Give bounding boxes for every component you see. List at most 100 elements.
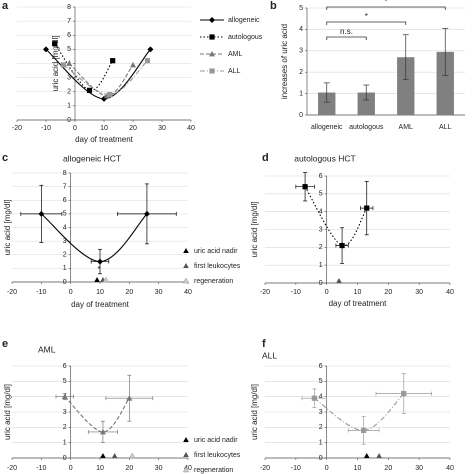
x-tick-label: allogeneic — [311, 124, 343, 131]
event-marker — [94, 277, 100, 282]
marker — [144, 58, 151, 64]
y-tick-label: 1 — [319, 262, 323, 269]
y-tick-label: 1 — [63, 265, 67, 272]
y-tick-label: 8 — [63, 170, 67, 177]
legend-marker — [182, 277, 190, 284]
event-marker — [336, 278, 342, 283]
x-tick-label: 10 — [96, 289, 104, 296]
x-tick-label: 10 — [96, 465, 104, 472]
significance-bracket — [326, 6, 446, 10]
marker — [364, 205, 370, 211]
x-axis-label: day of treatment — [329, 299, 388, 308]
legend-label: first leukocytes — [194, 452, 241, 459]
bar — [357, 92, 375, 115]
x-tick-label: -10 — [291, 289, 301, 296]
x-tick-label: 20 — [384, 465, 392, 472]
x-tick-label: 0 — [325, 289, 329, 296]
x-tick-label: 30 — [158, 125, 166, 132]
y-tick-label: 8 — [67, 4, 71, 11]
marker — [43, 46, 49, 53]
x-tick-label: 20 — [129, 125, 137, 132]
y-tick-label: 6 — [63, 363, 67, 370]
y-tick-label: 3 — [319, 226, 323, 233]
y-axis-label: increases of uric acid — [280, 24, 289, 99]
x-tick-label: 40 — [446, 465, 454, 472]
x-tick-label: AML — [399, 124, 414, 131]
x-tick-label: 20 — [125, 289, 133, 296]
panel-title: AML — [38, 344, 56, 354]
x-tick-label: -20 — [260, 465, 270, 472]
y-tick-label: 5 — [319, 191, 323, 198]
y-tick-label: 3 — [63, 238, 67, 245]
y-tick-label: 4 — [299, 26, 303, 33]
y-tick-label: 2 — [67, 89, 71, 96]
y-tick-label: 6 — [63, 197, 67, 204]
marker — [61, 393, 68, 400]
y-tick-label: 4 — [319, 394, 323, 401]
x-tick-label: 40 — [184, 465, 192, 472]
y-tick-label: 3 — [63, 409, 67, 416]
y-tick-label: 1 — [319, 440, 323, 447]
y-tick-label: 6 — [67, 32, 71, 39]
y-tick-label: 2 — [319, 244, 323, 251]
x-tick-label: ALL — [439, 124, 452, 131]
panel-title: allogeneic HCT — [63, 153, 121, 163]
x-tick-label: 40 — [446, 289, 454, 296]
panel-letter: e — [2, 338, 8, 350]
x-tick-label: 40 — [187, 125, 195, 132]
legend-marker — [183, 248, 189, 253]
y-tick-label: 3 — [319, 409, 323, 416]
significance-bracket — [326, 21, 407, 25]
significance-label: * — [384, 0, 387, 6]
x-tick-label: -10 — [36, 289, 46, 296]
marker — [110, 58, 116, 64]
y-tick-label: 4 — [63, 224, 67, 231]
legend-marker — [183, 452, 189, 457]
legend-marker — [209, 51, 215, 57]
y-tick-label: 1 — [299, 90, 303, 97]
y-axis-label: uric acid [mg/dl] — [250, 384, 259, 440]
x-tick-label: 30 — [415, 289, 423, 296]
legend-marker — [209, 68, 215, 74]
marker — [86, 87, 93, 93]
x-tick-label: -20 — [7, 289, 17, 296]
marker — [361, 427, 367, 433]
x-tick-label: 20 — [384, 289, 392, 296]
legend-label: uric acid nadir — [194, 248, 238, 255]
legend-label: AML — [228, 51, 243, 58]
x-tick-label: autologous — [349, 124, 384, 131]
panel-letter: d — [262, 152, 269, 164]
y-tick-label: 2 — [299, 69, 303, 76]
y-tick-label: 6 — [319, 363, 323, 370]
legend-label: regeneration — [194, 278, 233, 285]
y-tick-label: 5 — [63, 211, 67, 218]
event-marker — [111, 453, 118, 458]
panel-title: ALL — [262, 350, 277, 360]
y-tick-label: 3 — [67, 74, 71, 81]
panel-letter: a — [2, 0, 9, 12]
legend-label: allogeneic — [228, 17, 260, 24]
marker — [302, 184, 308, 190]
marker — [52, 41, 58, 47]
significance-label: n.s. — [340, 27, 353, 36]
series-line — [54, 43, 114, 91]
marker — [107, 91, 113, 98]
series-line — [314, 393, 405, 431]
y-tick-label: 2 — [63, 424, 67, 431]
x-tick-label: -20 — [12, 125, 22, 132]
series-line — [63, 60, 148, 96]
x-tick-label: 30 — [415, 465, 423, 472]
legend-label: uric acid nadir — [194, 437, 238, 444]
x-tick-label: 30 — [155, 465, 163, 472]
y-tick-label: 7 — [63, 183, 67, 190]
marker — [97, 258, 103, 265]
significance-bracket — [326, 36, 367, 40]
event-marker — [100, 453, 106, 458]
y-tick-label: 7 — [67, 18, 71, 25]
marker — [99, 428, 106, 435]
legend-marker — [182, 466, 190, 473]
x-tick-label: 40 — [184, 289, 192, 296]
legend-label: autologous — [228, 34, 263, 41]
bar — [397, 57, 415, 115]
